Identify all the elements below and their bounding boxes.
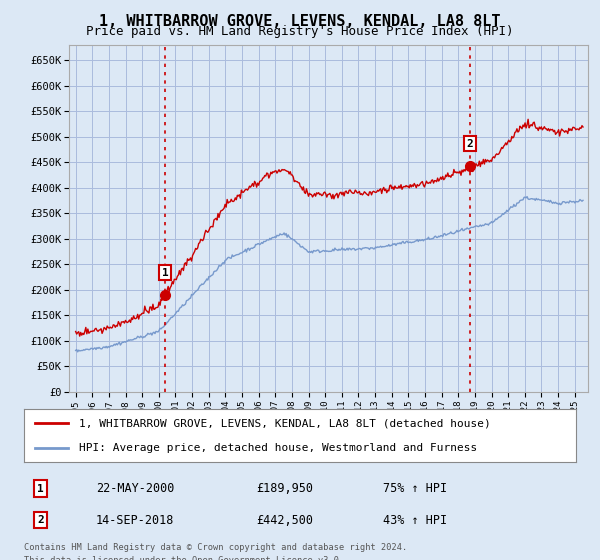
Text: 14-SEP-2018: 14-SEP-2018 bbox=[96, 514, 174, 526]
Text: 1, WHITBARROW GROVE, LEVENS, KENDAL, LA8 8LT: 1, WHITBARROW GROVE, LEVENS, KENDAL, LA8… bbox=[99, 14, 501, 29]
Text: HPI: Average price, detached house, Westmorland and Furness: HPI: Average price, detached house, West… bbox=[79, 442, 478, 452]
Text: Contains HM Land Registry data © Crown copyright and database right 2024.: Contains HM Land Registry data © Crown c… bbox=[24, 543, 407, 552]
Text: 75% ↑ HPI: 75% ↑ HPI bbox=[383, 482, 447, 495]
Text: This data is licensed under the Open Government Licence v3.0.: This data is licensed under the Open Gov… bbox=[24, 556, 344, 560]
Text: 1, WHITBARROW GROVE, LEVENS, KENDAL, LA8 8LT (detached house): 1, WHITBARROW GROVE, LEVENS, KENDAL, LA8… bbox=[79, 418, 491, 428]
Text: 2: 2 bbox=[467, 139, 473, 149]
Text: £442,500: £442,500 bbox=[256, 514, 313, 526]
Text: 43% ↑ HPI: 43% ↑ HPI bbox=[383, 514, 447, 526]
Text: £189,950: £189,950 bbox=[256, 482, 313, 495]
Text: 22-MAY-2000: 22-MAY-2000 bbox=[96, 482, 174, 495]
Text: 1: 1 bbox=[162, 268, 169, 278]
Text: 2: 2 bbox=[37, 515, 44, 525]
Text: 1: 1 bbox=[37, 484, 44, 493]
Text: Price paid vs. HM Land Registry's House Price Index (HPI): Price paid vs. HM Land Registry's House … bbox=[86, 25, 514, 38]
